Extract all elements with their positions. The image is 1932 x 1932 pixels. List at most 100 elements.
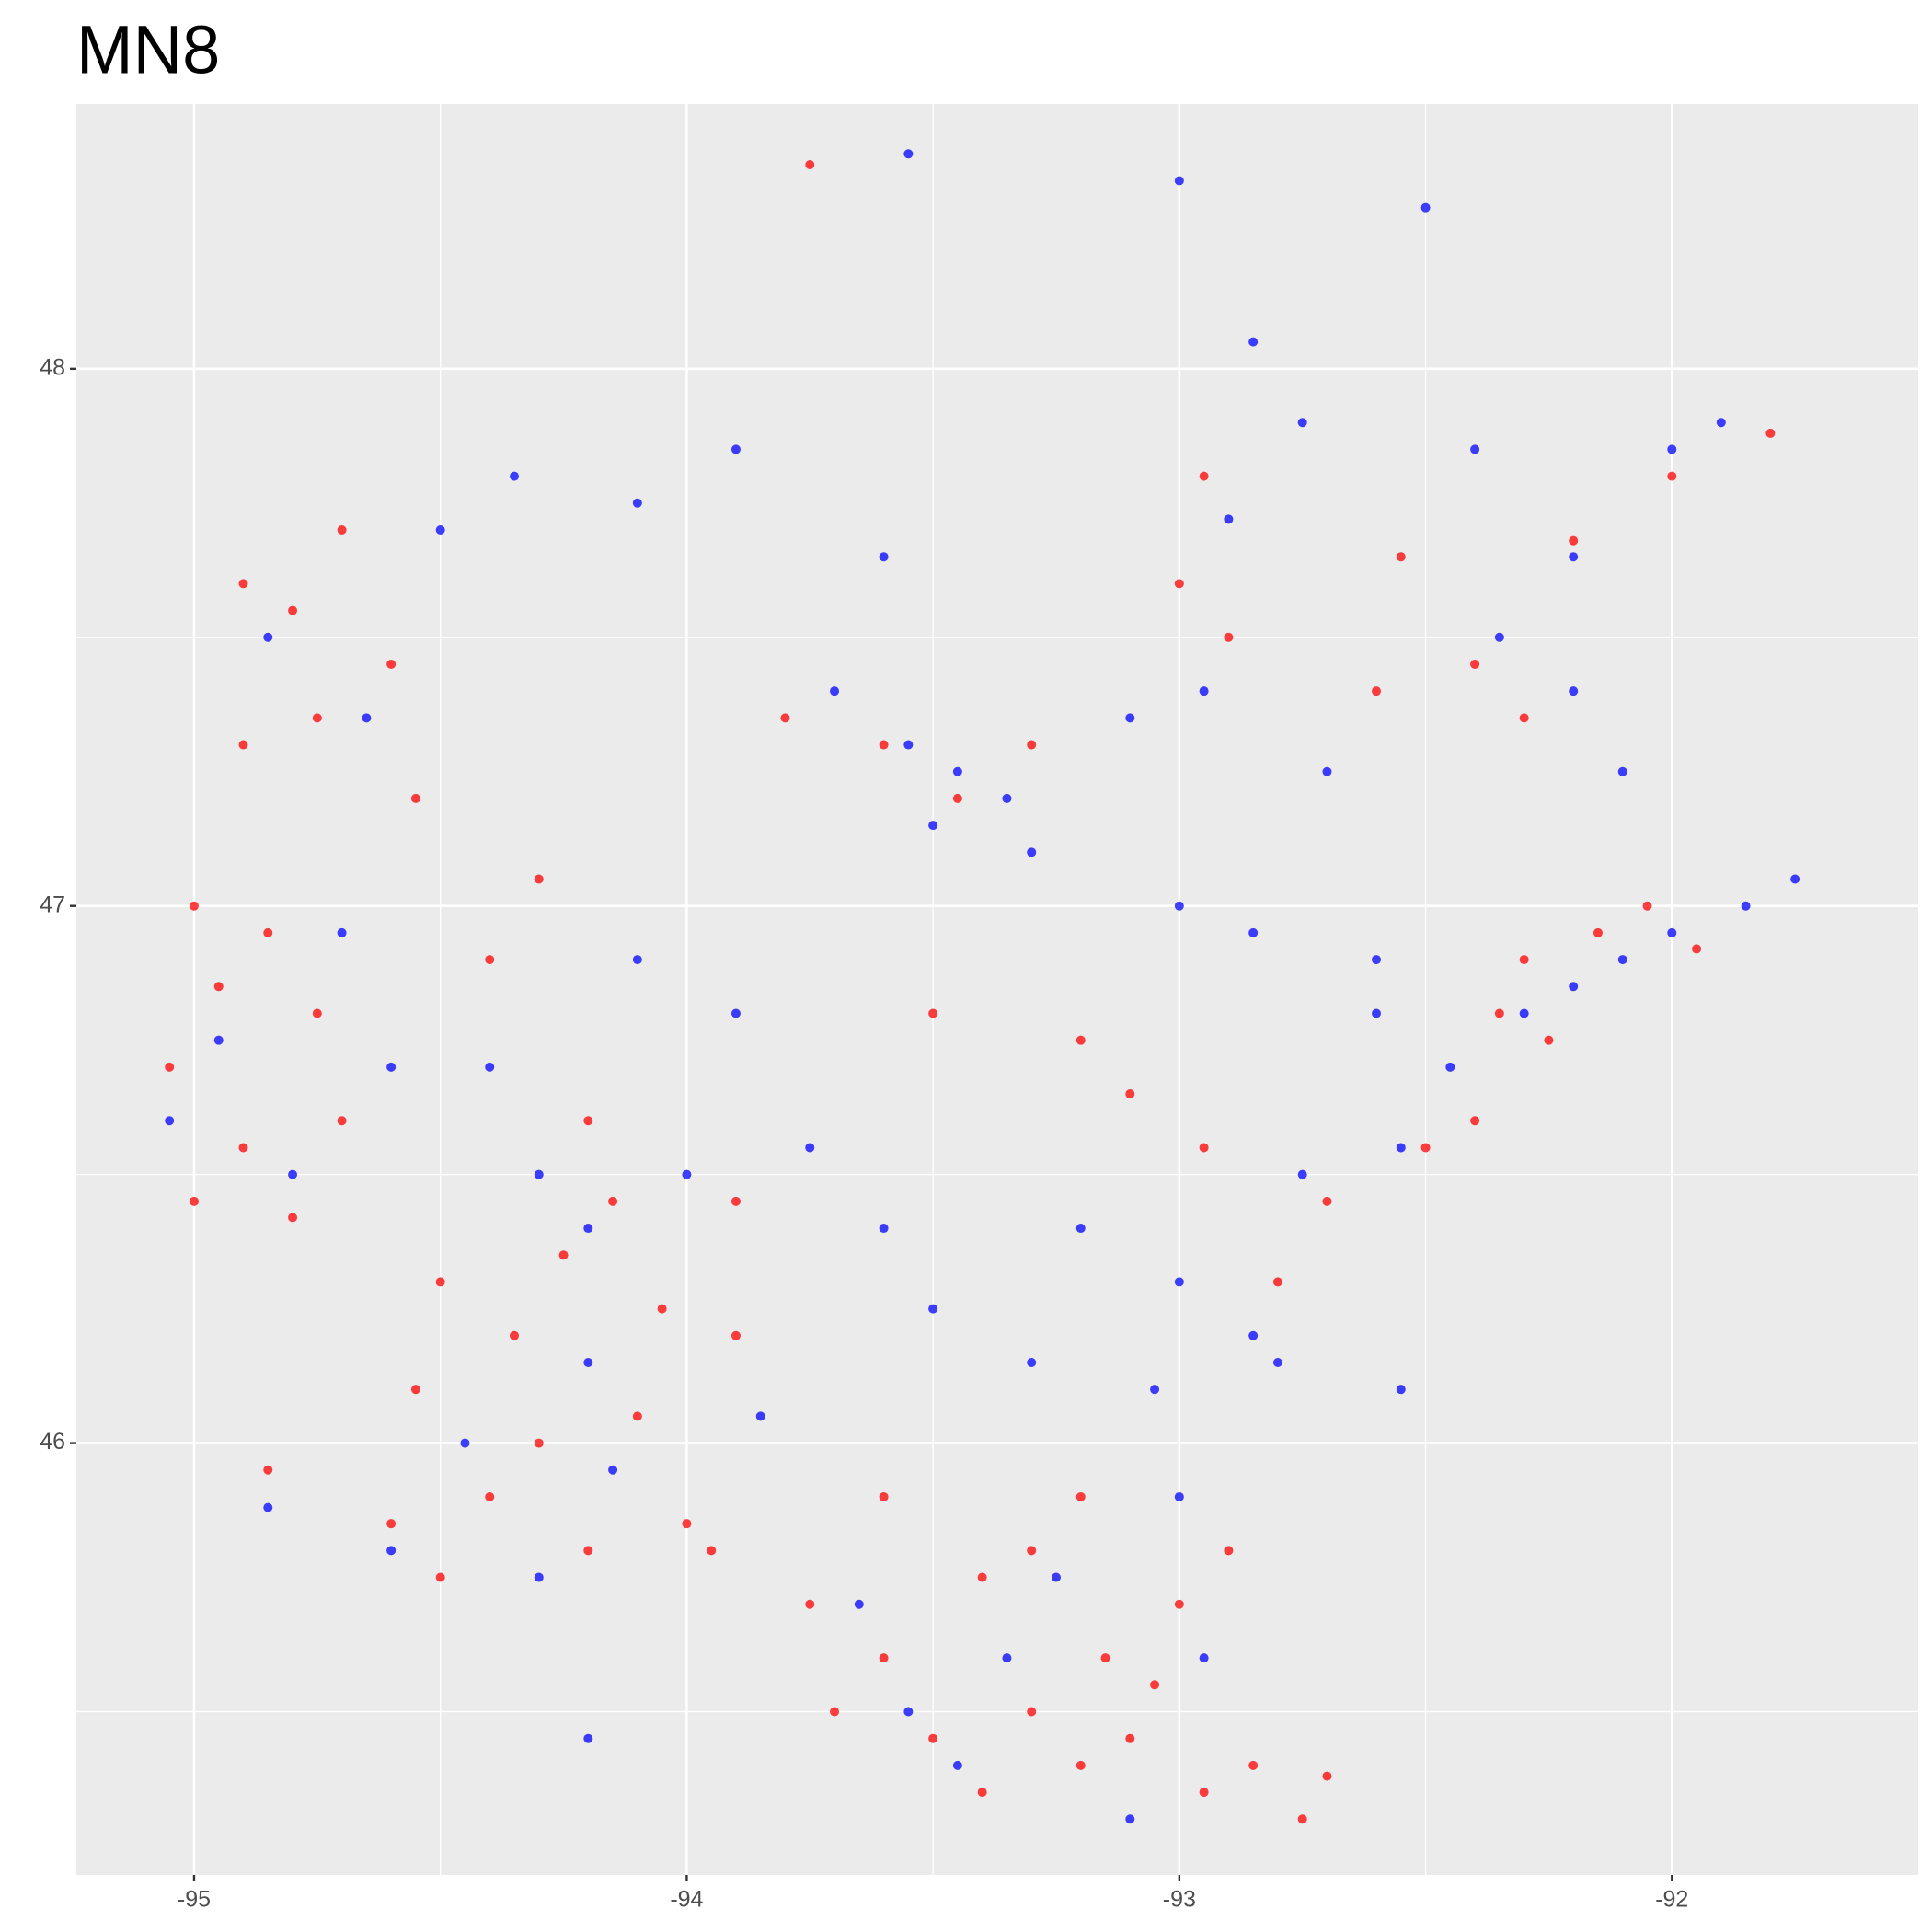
- point: [1297, 1169, 1307, 1179]
- point: [1420, 1143, 1431, 1153]
- point: [1248, 927, 1259, 937]
- point: [903, 1707, 914, 1717]
- point: [1519, 955, 1529, 965]
- point: [337, 525, 347, 535]
- point: [435, 1572, 445, 1582]
- point: [707, 1546, 717, 1556]
- point: [583, 1546, 593, 1556]
- point: [263, 1502, 273, 1512]
- point: [730, 1008, 741, 1018]
- point: [1617, 955, 1627, 965]
- x-tick-label: -95: [178, 1887, 211, 1913]
- point: [608, 1465, 618, 1475]
- point: [1420, 202, 1431, 213]
- point: [952, 1760, 962, 1770]
- x-tick-label: -92: [1655, 1887, 1688, 1913]
- point: [460, 1438, 470, 1448]
- point: [534, 1572, 544, 1582]
- point: [1617, 766, 1627, 776]
- point: [583, 1224, 593, 1234]
- point: [805, 1143, 815, 1153]
- point: [213, 982, 224, 992]
- point: [730, 444, 741, 454]
- point: [485, 1491, 495, 1501]
- point: [928, 1733, 938, 1743]
- point: [1470, 444, 1480, 454]
- point: [337, 927, 347, 937]
- point: [534, 874, 544, 884]
- point: [583, 1116, 593, 1126]
- point: [534, 1438, 544, 1448]
- point: [312, 713, 322, 723]
- point: [263, 1465, 273, 1475]
- point: [632, 498, 642, 508]
- point: [755, 1411, 765, 1421]
- point: [1372, 1008, 1382, 1018]
- point: [1174, 176, 1184, 186]
- point: [928, 821, 938, 831]
- point: [952, 793, 962, 803]
- point: [1150, 1680, 1160, 1690]
- point: [238, 740, 248, 750]
- point: [682, 1519, 692, 1529]
- point: [1248, 1330, 1259, 1340]
- point: [830, 1707, 840, 1717]
- point: [1396, 552, 1406, 562]
- point: [485, 955, 495, 965]
- point: [1716, 418, 1726, 428]
- point: [1027, 1357, 1037, 1367]
- point: [928, 1008, 938, 1018]
- point: [1667, 471, 1677, 481]
- point: [238, 1143, 248, 1153]
- point: [1741, 901, 1751, 911]
- point: [977, 1572, 987, 1582]
- point: [337, 1116, 347, 1126]
- point: [1027, 847, 1037, 857]
- point: [879, 1491, 889, 1501]
- point: [263, 632, 273, 642]
- point: [288, 605, 298, 615]
- x-tick-label: -93: [1163, 1887, 1196, 1913]
- point: [1396, 1143, 1406, 1153]
- point: [730, 1196, 741, 1206]
- point: [1790, 874, 1800, 884]
- point: [1642, 901, 1652, 911]
- point: [1150, 1385, 1160, 1395]
- point: [558, 1250, 569, 1260]
- point: [485, 1062, 495, 1072]
- point: [288, 1169, 298, 1179]
- point: [1027, 1546, 1037, 1556]
- point: [1692, 944, 1702, 954]
- point: [288, 1213, 298, 1223]
- point: [952, 766, 962, 776]
- point: [1272, 1277, 1282, 1287]
- point: [1199, 471, 1209, 481]
- point: [879, 552, 889, 562]
- point: [1322, 1771, 1332, 1781]
- point: [928, 1304, 938, 1314]
- point: [1125, 1814, 1135, 1824]
- point: [1100, 1653, 1110, 1663]
- y-tick-label: 46: [40, 1429, 65, 1455]
- point: [1224, 514, 1234, 524]
- point: [1125, 1733, 1135, 1743]
- point: [1322, 766, 1332, 776]
- point: [830, 686, 840, 696]
- point: [435, 525, 445, 535]
- point: [1174, 579, 1184, 589]
- point: [977, 1788, 987, 1798]
- y-tick-label: 48: [40, 354, 65, 380]
- point: [510, 471, 520, 481]
- point: [608, 1196, 618, 1206]
- point: [1075, 1760, 1086, 1770]
- point: [583, 1357, 593, 1367]
- point: [1174, 1491, 1184, 1501]
- point: [1667, 444, 1677, 454]
- point: [1051, 1572, 1061, 1582]
- point: [1396, 1385, 1406, 1395]
- point: [1470, 1116, 1480, 1126]
- point: [1667, 927, 1677, 937]
- point: [1593, 927, 1603, 937]
- point: [1224, 632, 1234, 642]
- point: [1224, 1546, 1234, 1556]
